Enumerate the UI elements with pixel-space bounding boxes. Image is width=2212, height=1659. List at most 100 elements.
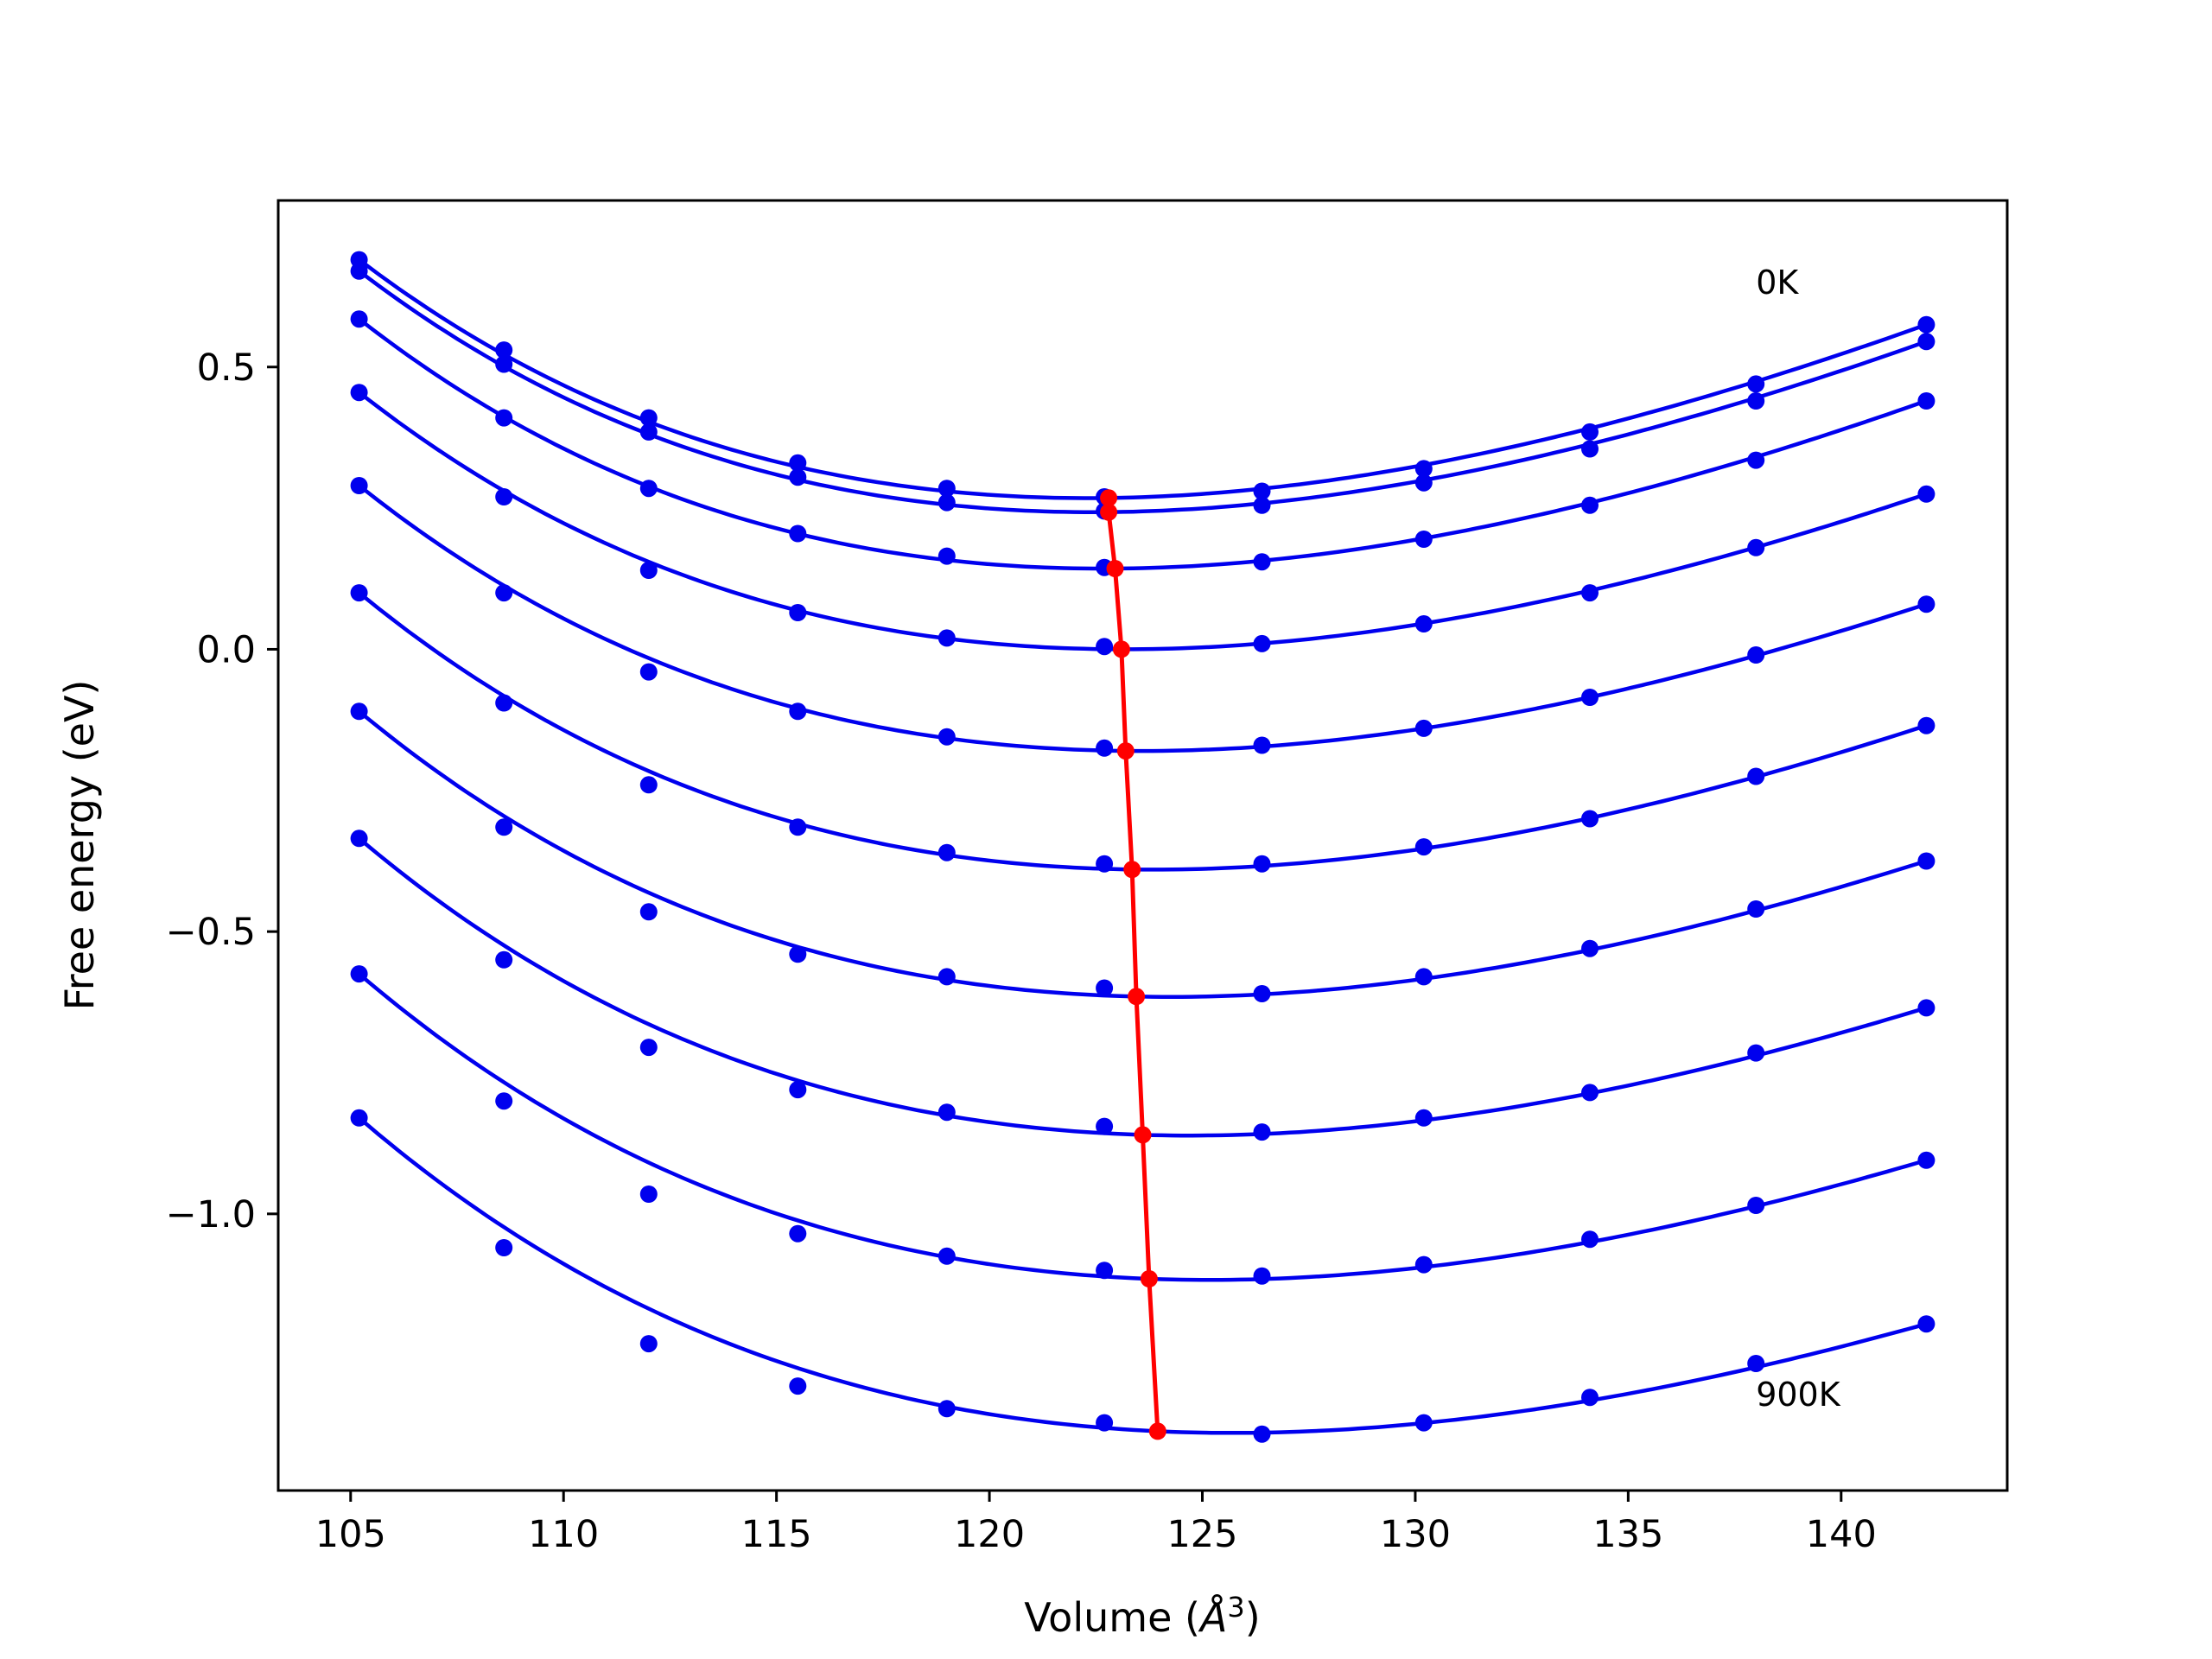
curve-4: [358, 484, 1928, 753]
data-point-9-8: [1581, 1389, 1599, 1407]
data-point-9-3: [789, 1377, 807, 1395]
data-point-8-3: [789, 1224, 807, 1243]
data-point-1-10: [1917, 333, 1936, 351]
data-point-3-5: [1096, 638, 1114, 656]
equilibrium-point-9: [1148, 1422, 1166, 1440]
x-tick-label-125: 125: [1166, 1513, 1237, 1556]
data-point-6-0: [350, 702, 368, 721]
data-point-3-8: [1581, 584, 1599, 602]
points-layer: [350, 251, 1936, 1443]
data-point-1-2: [639, 423, 658, 441]
x-axis-label-close: ): [1245, 1594, 1261, 1641]
data-point-3-3: [789, 604, 807, 621]
x-tick-label-120: 120: [954, 1513, 1025, 1556]
data-point-1-4: [938, 493, 956, 512]
data-point-2-9: [1747, 451, 1765, 469]
data-point-1-1: [495, 355, 513, 373]
data-point-3-2: [639, 562, 658, 579]
data-point-2-7: [1414, 531, 1433, 548]
data-point-0-3: [789, 454, 807, 472]
curve-1: [358, 269, 1928, 515]
data-point-0-7: [1414, 460, 1433, 478]
data-point-9-1: [495, 1239, 513, 1256]
equilibrium-point-3: [1112, 640, 1130, 658]
ticks-layer: 105 110 115 120 125 130 135 140 0.5 0.0 −0.5 −1.0: [166, 346, 1877, 1556]
data-point-9-4: [938, 1400, 956, 1418]
data-point-6-10: [1917, 852, 1936, 870]
data-point-4-6: [1253, 736, 1271, 754]
data-point-4-3: [789, 702, 807, 721]
data-point-2-8: [1581, 496, 1599, 514]
data-point-1-3: [789, 468, 807, 486]
data-point-2-0: [350, 310, 368, 328]
y-tick-label-0: 0.5: [197, 346, 256, 390]
data-point-9-7: [1414, 1414, 1433, 1432]
annotation-0K: 0K: [1756, 264, 1799, 302]
data-point-7-5: [1096, 1117, 1114, 1135]
data-point-8-5: [1096, 1262, 1114, 1280]
annotation-900K: 900K: [1756, 1376, 1841, 1414]
data-point-5-6: [1253, 855, 1271, 873]
data-point-7-4: [938, 1103, 956, 1122]
data-point-2-6: [1253, 553, 1271, 571]
x-tick-label-105: 105: [315, 1513, 386, 1556]
data-point-7-0: [350, 830, 368, 848]
data-point-4-0: [350, 477, 368, 494]
data-point-9-0: [350, 1109, 368, 1127]
equilibrium-point-5: [1123, 861, 1141, 879]
data-point-5-1: [495, 694, 513, 712]
data-point-8-9: [1747, 1197, 1765, 1214]
data-point-8-7: [1414, 1255, 1433, 1274]
data-point-5-8: [1581, 810, 1599, 828]
plot-frame: [276, 199, 2009, 1492]
data-point-5-4: [938, 843, 956, 861]
data-point-8-10: [1917, 1151, 1936, 1169]
x-tick-label-115: 115: [741, 1513, 812, 1556]
data-point-6-4: [938, 968, 956, 986]
data-point-2-4: [938, 547, 956, 565]
equilibrium-point-2: [1106, 560, 1124, 577]
x-axis-label-exponent: 3: [1227, 1591, 1244, 1624]
data-point-2-10: [1917, 392, 1936, 410]
data-point-2-1: [495, 409, 513, 427]
data-point-1-0: [350, 262, 368, 280]
data-point-6-9: [1747, 900, 1765, 918]
data-point-6-1: [495, 818, 513, 836]
data-point-7-7: [1414, 1109, 1433, 1127]
data-point-5-7: [1414, 838, 1433, 856]
data-point-0-1: [495, 341, 513, 359]
curve-0: [358, 257, 1928, 500]
data-point-9-6: [1253, 1425, 1271, 1443]
data-point-7-2: [639, 1039, 658, 1057]
x-axis-label-unit: Å: [1198, 1594, 1227, 1641]
y-tick-label-2: −0.5: [166, 911, 256, 954]
equilibrium-point-8: [1140, 1270, 1158, 1287]
data-point-7-10: [1917, 999, 1936, 1017]
data-point-5-0: [350, 584, 368, 602]
data-point-4-9: [1747, 646, 1765, 664]
data-point-5-5: [1096, 855, 1114, 873]
equilibrium-layer: [1100, 489, 1166, 1440]
data-point-7-3: [789, 1081, 807, 1099]
curve-3: [358, 391, 1928, 652]
data-point-7-1: [495, 950, 513, 969]
curve-5: [358, 591, 1928, 872]
data-point-7-8: [1581, 1084, 1599, 1102]
data-point-0-6: [1253, 482, 1271, 500]
equilibrium-point-1: [1100, 503, 1118, 521]
data-point-5-2: [639, 776, 658, 794]
data-point-3-6: [1253, 634, 1271, 652]
data-point-0-8: [1581, 423, 1599, 441]
data-point-4-1: [495, 584, 513, 602]
y-tick-label-1: 0.0: [197, 628, 256, 671]
data-point-6-2: [639, 903, 658, 921]
data-point-3-10: [1917, 485, 1936, 503]
data-point-1-8: [1581, 440, 1599, 458]
data-point-5-9: [1747, 767, 1765, 785]
equilibrium-point-4: [1116, 742, 1135, 760]
data-point-4-10: [1917, 595, 1936, 613]
data-point-4-5: [1096, 739, 1114, 757]
data-point-7-6: [1253, 1123, 1271, 1141]
x-tick-label-140: 140: [1806, 1513, 1877, 1556]
data-point-8-4: [938, 1247, 956, 1265]
